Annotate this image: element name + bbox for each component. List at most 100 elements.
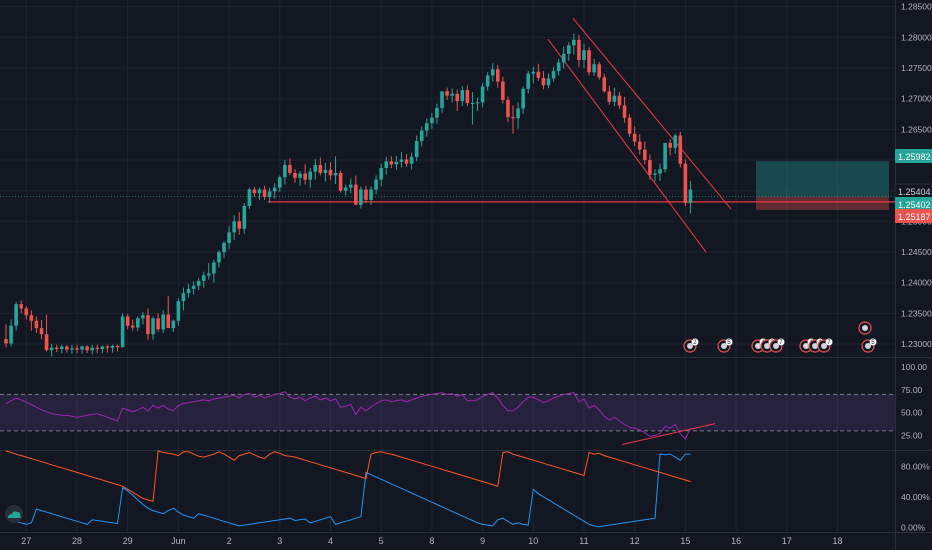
event-badge: 7: [769, 338, 785, 353]
rsi-pane[interactable]: [0, 391, 895, 446]
candle-body: [207, 273, 211, 276]
candle: [688, 180, 693, 214]
candle: [186, 283, 191, 298]
flag-dot: [773, 343, 779, 349]
candle-body: [186, 288, 191, 294]
flag-dot: [821, 343, 827, 349]
candlestick-series[interactable]: [4, 33, 693, 357]
candle-body: [80, 346, 84, 350]
candle: [419, 126, 424, 147]
stoch-pane[interactable]: [5, 450, 691, 528]
candle-body: [587, 50, 591, 73]
flag-dot: [865, 343, 871, 349]
candle-body: [277, 177, 282, 188]
stoch-tick-label: 80.00%: [901, 461, 930, 471]
candle-body: [59, 346, 64, 349]
candle: [399, 152, 404, 168]
candle: [480, 82, 485, 108]
price-pane[interactable]: 254274475: [0, 18, 895, 357]
time-axis[interactable]: 27 28 29 Jun 2 3 4 5 8 9 10 11 12 15 16 17 18: [21, 536, 842, 546]
candle: [130, 319, 135, 331]
time-tick-label: 12: [630, 536, 640, 546]
candle-body: [161, 314, 165, 330]
candle: [632, 126, 637, 146]
candle: [166, 296, 171, 329]
candle-body: [115, 345, 120, 348]
tv-logo[interactable]: [5, 505, 23, 523]
candle-body: [663, 142, 667, 170]
candle-body: [151, 318, 155, 335]
candle: [19, 300, 24, 314]
candle-body: [191, 285, 196, 289]
candle-body: [359, 189, 363, 205]
candle-body: [632, 133, 637, 142]
candle: [110, 344, 115, 353]
candle: [303, 164, 307, 185]
candle: [663, 142, 667, 173]
candle: [425, 118, 429, 137]
candle-body: [308, 171, 312, 180]
candle-body: [39, 328, 44, 335]
candle: [85, 345, 89, 354]
event-badge-stack: [858, 321, 872, 335]
candle-body: [120, 316, 125, 348]
candle: [683, 159, 688, 207]
event-badges[interactable]: 254274475: [683, 321, 877, 353]
candle: [414, 135, 419, 162]
candle-body: [653, 173, 657, 175]
candle-body: [4, 339, 8, 344]
event-badge: 5: [861, 338, 877, 353]
candle-body: [394, 161, 399, 165]
candle: [151, 316, 155, 340]
event-badge: 2: [683, 338, 699, 353]
candle: [364, 185, 368, 203]
stoch-tick-label: 0.00%: [901, 522, 926, 532]
candle-body: [201, 275, 206, 281]
candle: [262, 185, 267, 200]
time-tick-label: 27: [21, 536, 31, 546]
candle: [257, 187, 262, 200]
flag-dot: [721, 343, 727, 349]
candle: [369, 186, 373, 205]
candle: [430, 112, 434, 129]
candle: [171, 319, 176, 332]
profit-zone: [756, 161, 889, 197]
candle-body: [592, 64, 596, 73]
drawing-lines[interactable]: [0, 18, 895, 253]
candle: [80, 345, 84, 354]
candle: [252, 187, 257, 197]
candle-body: [100, 346, 105, 349]
candle: [9, 319, 13, 347]
candle-body: [673, 135, 678, 148]
candle: [536, 63, 541, 81]
candle: [100, 345, 105, 354]
candle: [637, 134, 642, 155]
candle-body: [130, 325, 135, 328]
time-tick-label: 4: [328, 536, 333, 546]
time-tick-label: 29: [123, 536, 133, 546]
candle-body: [622, 105, 627, 118]
price-label-stop-text: 1.25187: [898, 212, 931, 222]
badge-count-text: 7: [779, 340, 783, 346]
candle-body: [551, 71, 556, 79]
candle: [191, 281, 196, 295]
candle-body: [531, 71, 536, 74]
time-tick-label: 11: [579, 536, 588, 546]
rsi-axis[interactable]: 100.00 75.00 50.00 25.00: [901, 362, 927, 440]
candle-body: [480, 86, 485, 103]
candle: [323, 163, 328, 182]
channel-lower-line: [547, 38, 707, 253]
flag-dot: [862, 325, 868, 331]
time-tick-label: 10: [528, 536, 538, 546]
candle-body: [495, 69, 500, 82]
badge-bubble: [691, 338, 699, 346]
stoch-axis[interactable]: 80.00% 40.00% 0.00%: [901, 461, 930, 532]
price-label-entry-text: 1.25404: [898, 187, 931, 197]
candle-body: [526, 73, 531, 89]
candle-body: [29, 315, 34, 321]
candle-body: [90, 347, 94, 351]
badge-count-text: 5: [727, 340, 731, 346]
risk-reward-box[interactable]: [756, 161, 889, 210]
